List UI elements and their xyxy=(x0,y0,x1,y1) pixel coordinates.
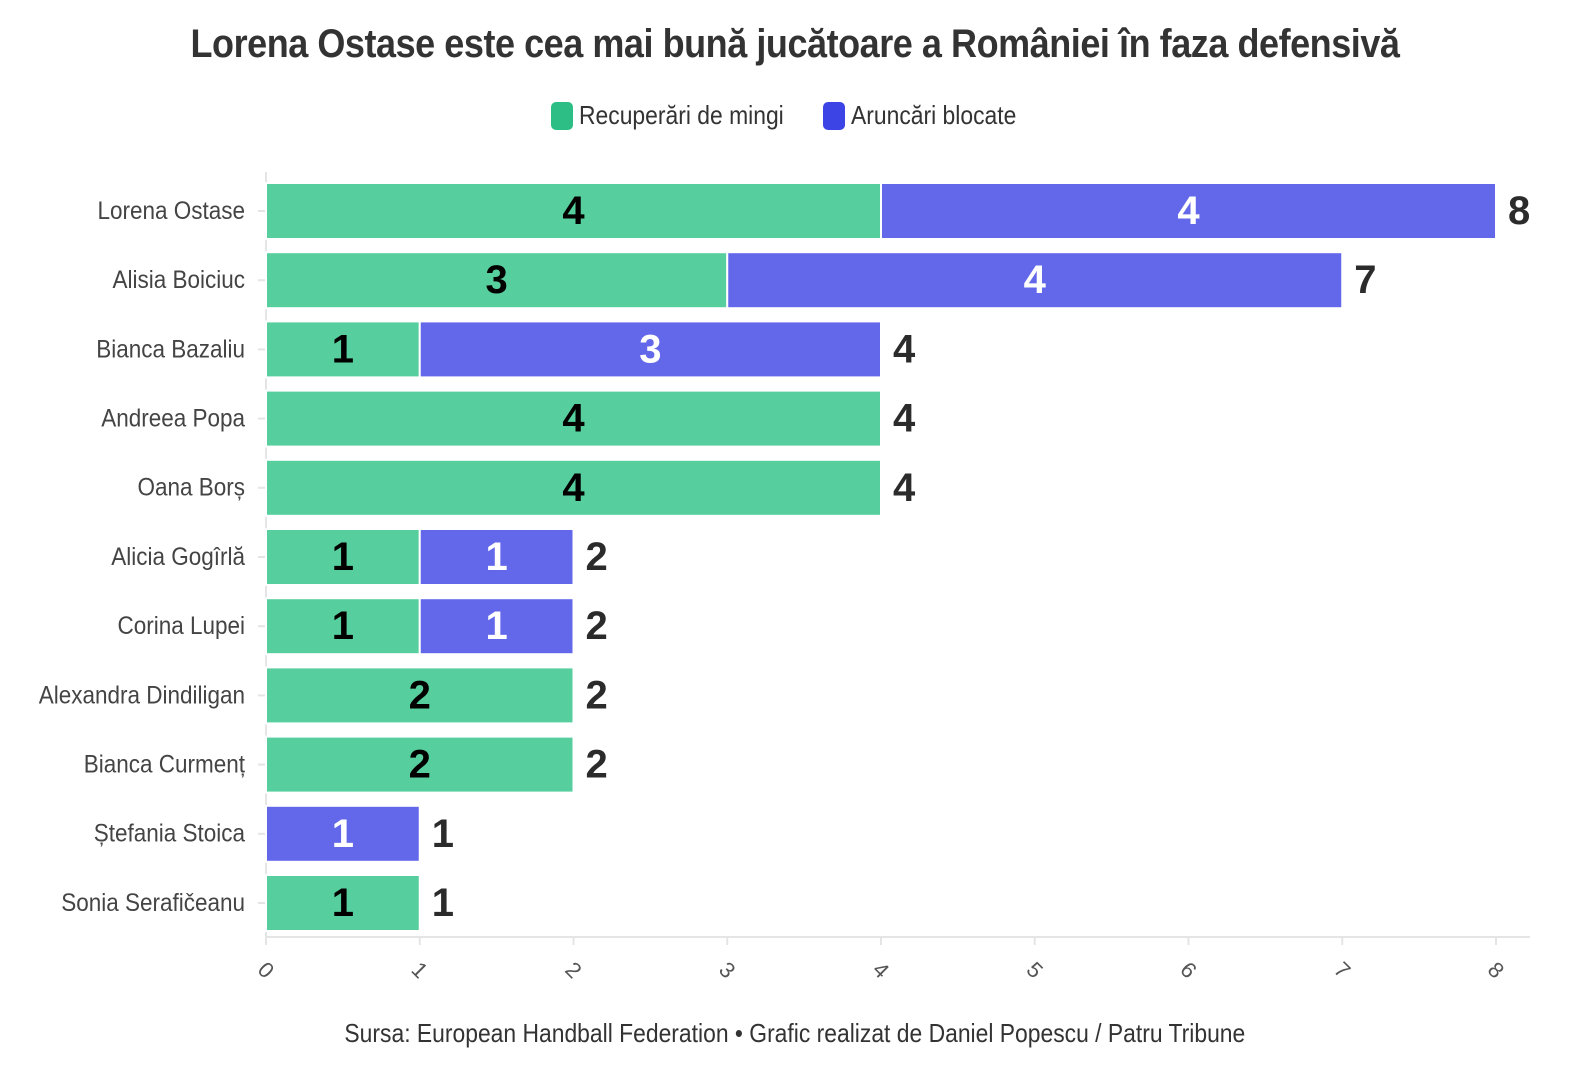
legend-item-recuperari: Recuperări de mingi xyxy=(550,100,812,131)
data-label-recuperari: 4 xyxy=(562,466,585,510)
data-label-recuperari: 2 xyxy=(409,673,431,717)
chart-title: Lorena Ostase este cea mai bună jucătoar… xyxy=(190,22,1400,66)
legend-item-aruncari: Aruncări blocate xyxy=(823,100,1039,131)
x-tick-label: 8 xyxy=(1483,957,1509,983)
x-tick-label: 0 xyxy=(253,957,279,983)
category-label: Alisia Boiciuc xyxy=(113,266,246,294)
data-label-recuperari: 4 xyxy=(562,189,585,233)
category-label: Corina Lupei xyxy=(118,612,245,640)
bar-aruncari xyxy=(418,597,575,656)
category-label: Bianca Curmenț xyxy=(84,750,246,778)
category-label: Sonia Serafičeanu xyxy=(61,889,245,917)
total-label: 2 xyxy=(586,743,608,787)
x-tick-label: 1 xyxy=(407,957,433,983)
total-label: 1 xyxy=(432,881,454,925)
category-label: Alicia Gogîrlă xyxy=(111,543,245,571)
data-label-recuperari: 4 xyxy=(562,397,585,441)
data-label-recuperari: 2 xyxy=(409,743,431,787)
bar-aruncari xyxy=(880,182,1497,240)
bar-recuperari xyxy=(265,251,729,310)
category-label: Ștefania Stoica xyxy=(94,820,246,848)
source-note: Sursa: European Handball Federation • Gr… xyxy=(0,1018,1590,1049)
data-label-aruncari: 4 xyxy=(1177,189,1200,233)
legend-swatch-recuperari xyxy=(550,101,573,130)
data-label-aruncari: 1 xyxy=(486,535,508,579)
data-label-aruncari: 1 xyxy=(332,812,354,856)
bar-recuperari xyxy=(265,874,421,932)
x-tick-label: 5 xyxy=(1022,957,1048,983)
data-label-recuperari: 1 xyxy=(332,327,354,371)
category-label: Bianca Bazaliu xyxy=(96,335,245,363)
total-label: 2 xyxy=(586,535,608,579)
bar-recuperari xyxy=(265,458,882,517)
total-label: 2 xyxy=(586,673,608,717)
bar-aruncari xyxy=(418,528,575,586)
data-label-recuperari: 3 xyxy=(486,258,508,302)
bar-recuperari xyxy=(265,735,575,794)
x-tick-label: 4 xyxy=(868,957,894,983)
total-label: 7 xyxy=(1354,258,1376,302)
data-label-aruncari: 4 xyxy=(1024,258,1047,302)
source-text: Sursa: European Handball Federation • Gr… xyxy=(344,1018,1246,1048)
x-tick-label: 7 xyxy=(1329,957,1355,983)
bar-recuperari xyxy=(265,389,882,448)
bar-recuperari xyxy=(265,320,421,379)
legend: Recuperări de mingi Aruncări blocate xyxy=(0,100,1590,131)
bar-recuperari xyxy=(265,528,421,586)
category-label: Alexandra Dindiligan xyxy=(39,681,245,709)
bar-aruncari xyxy=(418,320,882,379)
bar-aruncari xyxy=(265,804,421,863)
legend-swatch-aruncari xyxy=(823,101,846,130)
x-tick-label: 2 xyxy=(560,957,586,983)
total-label: 4 xyxy=(893,397,916,441)
x-tick-label: 6 xyxy=(1175,957,1201,983)
category-label: Lorena Ostase xyxy=(98,197,245,225)
category-label: Andreea Popa xyxy=(101,404,246,432)
data-label-aruncari: 1 xyxy=(486,604,508,648)
total-label: 4 xyxy=(893,466,916,510)
data-label-recuperari: 1 xyxy=(332,604,354,648)
total-label: 1 xyxy=(432,812,454,856)
data-label-aruncari: 3 xyxy=(639,327,661,371)
bar-aruncari xyxy=(726,251,1344,310)
legend-label-aruncari: Aruncări blocate xyxy=(851,100,1017,130)
legend-label-recuperari: Recuperări de mingi xyxy=(578,100,784,130)
bar-recuperari xyxy=(265,182,882,240)
x-tick-label: 3 xyxy=(714,957,740,983)
category-label: Oana Borș xyxy=(138,474,246,502)
total-label: 8 xyxy=(1508,189,1530,233)
bar-recuperari xyxy=(265,666,575,725)
total-label: 2 xyxy=(586,604,608,648)
data-label-recuperari: 1 xyxy=(332,535,354,579)
total-label: 4 xyxy=(893,327,916,371)
data-label-recuperari: 1 xyxy=(332,881,354,925)
